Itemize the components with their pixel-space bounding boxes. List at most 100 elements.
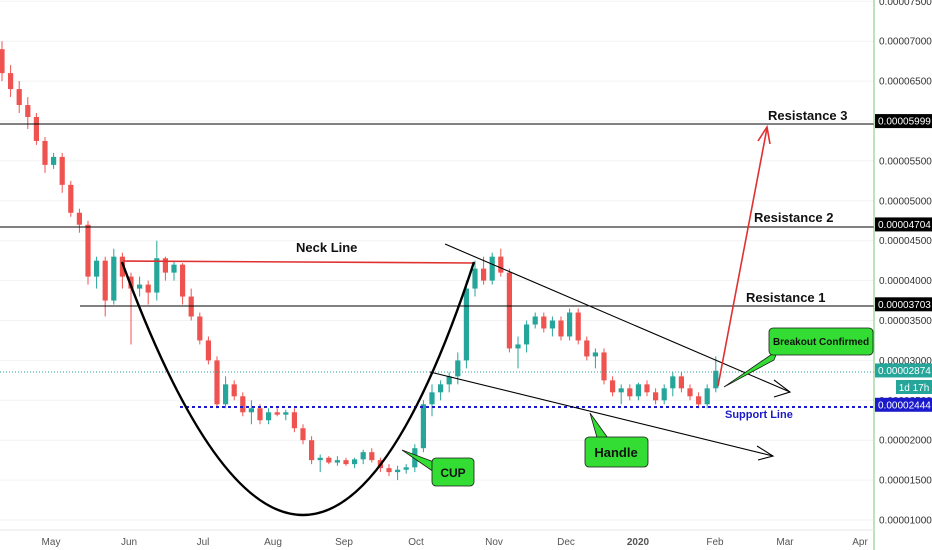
candle-body: [16, 89, 22, 106]
candle-body: [145, 284, 151, 293]
candle-body: [687, 388, 693, 397]
chart-drawings: Breakout Confirmed Handle CUP Resistance…: [0, 108, 874, 516]
month-label: Apr: [852, 537, 868, 548]
candle-body: [8, 73, 14, 90]
month-label: 2020: [627, 537, 650, 548]
price-tag-label: 0.00002444: [878, 400, 931, 411]
candle-body: [463, 288, 469, 361]
price-tick-label: 0.00004000: [879, 276, 932, 287]
price-tick-label: 0.00006500: [879, 77, 932, 88]
candle-body: [429, 392, 435, 405]
resistance-1-label: Resistance 1: [746, 290, 826, 305]
price-tick-label: 0.00001500: [879, 476, 932, 487]
month-label: Jul: [197, 537, 210, 548]
price-tag: [875, 363, 932, 378]
cup-curve: [120, 261, 476, 516]
month-label: May: [42, 537, 61, 548]
candle-body: [240, 396, 246, 413]
candle-body: [558, 320, 564, 337]
candle-body: [274, 412, 280, 415]
cup-label: CUP: [440, 466, 465, 480]
candle-body: [369, 452, 375, 461]
candle-body: [481, 268, 487, 281]
candle-body: [326, 457, 332, 463]
candle-body: [618, 388, 624, 393]
price-tag-label: 0.00005999: [878, 117, 931, 128]
month-label: Aug: [264, 537, 282, 548]
candle-body: [171, 264, 177, 273]
candle-body: [549, 320, 555, 329]
month-label: Sep: [335, 537, 353, 548]
price-tag-label: 0.00003703: [878, 300, 931, 311]
candle-body: [704, 388, 710, 405]
candle-body: [360, 452, 366, 460]
candle-body: [567, 312, 573, 337]
candle-body: [438, 384, 444, 393]
price-tick-label: 0.00002000: [879, 436, 932, 447]
candle-body: [489, 256, 495, 281]
time-axis[interactable]: May Jun Jul Aug Sep Oct Nov Dec 2020 Feb Mar Apr: [0, 529, 874, 548]
candle-body: [205, 340, 211, 361]
neck-line-label: Neck Line: [296, 240, 357, 255]
candle-body: [257, 408, 263, 421]
price-tick-label: 0.00001000: [879, 516, 932, 527]
handle-lower-line: [429, 371, 774, 457]
month-label: Mar: [776, 537, 794, 548]
neck-line: [122, 260, 475, 264]
candle-body: [300, 428, 306, 441]
candle-body: [162, 258, 168, 273]
price-tick-label: 0.00007000: [879, 37, 932, 48]
candle-body: [343, 460, 349, 465]
candle-body: [713, 370, 719, 389]
price-tag: [875, 297, 932, 312]
candle-body: [68, 184, 74, 213]
price-tick-label: 0.00007500: [879, 0, 932, 8]
resistance-2-label: Resistance 2: [754, 210, 834, 225]
candle-body: [696, 396, 702, 405]
arrowhead-upper: [773, 379, 792, 398]
breakout-callout: Breakout Confirmed: [723, 327, 874, 388]
candle-body: [334, 460, 340, 463]
candle-body: [119, 256, 125, 277]
candle-body: [51, 156, 57, 165]
candle-body: [231, 384, 237, 397]
price-tick-label: 0.00003500: [879, 316, 932, 327]
candle-body: [644, 384, 650, 393]
price-tick-label: 0.00005500: [879, 156, 932, 167]
countdown-tag: 1d 17h: [896, 380, 932, 394]
candle-body: [601, 352, 607, 381]
candle-body: [180, 264, 186, 297]
price-tag: [875, 217, 932, 232]
breakout-arrow: [717, 127, 768, 387]
month-label: Jun: [121, 537, 137, 548]
candle-body: [661, 388, 667, 401]
candle-body: [25, 105, 31, 118]
candle-body: [670, 376, 676, 389]
candle-body: [283, 412, 289, 415]
price-tick-label: 0.00004500: [879, 236, 932, 247]
candle-body: [197, 316, 203, 341]
candle-body: [524, 324, 530, 345]
month-label: Nov: [485, 537, 503, 548]
price-tag: [875, 114, 932, 129]
breakout-label: Breakout Confirmed: [773, 337, 869, 348]
candle-body: [575, 312, 581, 341]
candle-body: [248, 408, 254, 413]
candle-body: [515, 344, 521, 349]
candle-body: [541, 316, 547, 329]
breakout-arrowhead: [757, 124, 771, 145]
candle-body: [653, 392, 659, 401]
candle-body: [627, 388, 633, 397]
price-axis[interactable]: 0.000075000.000070000.000065000.00006000…: [873, 0, 932, 550]
candle-body: [472, 268, 478, 289]
candle-body: [154, 258, 160, 293]
candle-body: [403, 467, 409, 470]
cup-callout: CUP: [401, 449, 475, 487]
candle-body: [223, 384, 229, 405]
candle-body: [455, 360, 461, 377]
price-tags: 0.00005999 0.00004704 0.00003703 0.00002874…: [875, 114, 932, 412]
candle-body: [94, 260, 100, 277]
candle-body: [420, 404, 426, 449]
candle-body: [137, 284, 143, 289]
